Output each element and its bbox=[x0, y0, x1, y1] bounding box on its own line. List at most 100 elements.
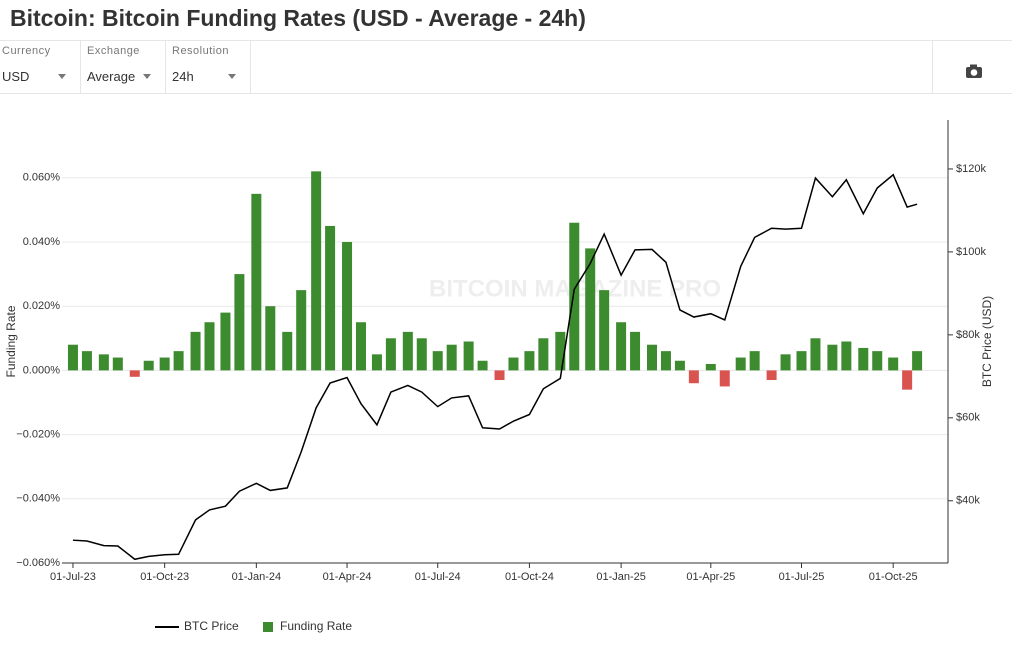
camera-icon bbox=[966, 64, 982, 78]
dropdown-value: 24h bbox=[172, 69, 194, 84]
funding-bar bbox=[296, 290, 307, 371]
funding-bar bbox=[494, 370, 505, 381]
dropdown-arrow bbox=[228, 74, 236, 83]
funding-bar bbox=[508, 357, 519, 371]
funding-bar bbox=[872, 351, 883, 371]
legend-label: BTC Price bbox=[184, 619, 239, 633]
funding-bar bbox=[265, 306, 276, 371]
x-tick-label: 01-Jul-23 bbox=[50, 571, 96, 583]
funding-bar bbox=[912, 351, 923, 371]
funding-bar bbox=[190, 331, 201, 371]
funding-bar bbox=[98, 354, 109, 371]
funding-bar bbox=[477, 360, 488, 371]
funding-bar bbox=[780, 354, 791, 371]
funding-bar bbox=[112, 357, 123, 371]
funding-bar bbox=[173, 351, 184, 371]
y-tick-label: 0.020% bbox=[23, 300, 61, 312]
dropdown[interactable]: Resolution 24h bbox=[165, 41, 251, 93]
funding-bar bbox=[660, 351, 671, 371]
funding-bar bbox=[342, 241, 353, 371]
y2-axis-title: BTC Price (USD) bbox=[980, 296, 994, 387]
dropdown-value: USD bbox=[2, 69, 30, 84]
funding-bar bbox=[159, 357, 170, 371]
funding-bar bbox=[538, 338, 549, 371]
funding-bar bbox=[129, 370, 140, 377]
x-tick-label: 01-Oct-23 bbox=[140, 571, 189, 583]
y2-tick-label: $40k bbox=[956, 495, 980, 507]
x-tick-label: 01-Oct-25 bbox=[869, 571, 918, 583]
y2-tick-label: $60k bbox=[956, 412, 980, 424]
funding-bar bbox=[385, 338, 396, 371]
funding-bar bbox=[569, 222, 580, 371]
y2-tick-label: $120k bbox=[956, 163, 986, 175]
funding-bar bbox=[311, 171, 322, 371]
y-tick-label: −0.020% bbox=[16, 429, 60, 441]
funding-bar bbox=[81, 351, 92, 371]
x-tick-label: 01-Apr-24 bbox=[323, 571, 372, 583]
funding-bar bbox=[432, 351, 443, 371]
x-tick-label: 01-Jan-25 bbox=[596, 571, 646, 583]
screenshot-button[interactable] bbox=[932, 41, 1013, 93]
funding-bar bbox=[555, 331, 566, 371]
x-tick-label: 01-Jul-24 bbox=[415, 571, 461, 583]
dropdown[interactable]: Currency USD bbox=[0, 41, 81, 93]
price-line bbox=[72, 173, 918, 561]
y-tick-label: −0.040% bbox=[16, 493, 60, 505]
funding-bar bbox=[810, 338, 821, 371]
legend-label: Funding Rate bbox=[280, 619, 352, 633]
funding-bar bbox=[371, 354, 382, 371]
x-tick-label: 01-Apr-25 bbox=[686, 571, 735, 583]
funding-bar bbox=[688, 370, 699, 384]
funding-bar bbox=[902, 370, 913, 390]
funding-bar bbox=[599, 290, 610, 371]
funding-bar bbox=[416, 338, 427, 371]
funding-bar bbox=[735, 357, 746, 371]
chart: BITCOIN MAGAZINE PRO−0.060%−0.040%−0.020… bbox=[4, 120, 994, 633]
funding-bar bbox=[463, 341, 474, 371]
funding-bar bbox=[616, 322, 627, 371]
dropdown-value: Average bbox=[87, 69, 136, 84]
funding-bar bbox=[647, 344, 658, 371]
y-axis-title: Funding Rate bbox=[4, 305, 18, 377]
funding-bar bbox=[220, 312, 231, 371]
funding-bar bbox=[67, 344, 78, 371]
funding-bar bbox=[325, 225, 336, 371]
funding-bar bbox=[796, 351, 807, 371]
dropdown[interactable]: Exchange Average bbox=[80, 41, 166, 93]
funding-bar bbox=[705, 363, 716, 371]
dropdown-arrow bbox=[143, 74, 151, 83]
y2-tick-label: $80k bbox=[956, 329, 980, 341]
funding-bar bbox=[204, 322, 215, 371]
y-tick-label: −0.060% bbox=[16, 557, 60, 569]
dropdown-label: Resolution bbox=[172, 45, 229, 57]
dropdown-arrow bbox=[58, 74, 66, 83]
funding-bar bbox=[674, 360, 685, 371]
funding-bar bbox=[234, 274, 245, 371]
page-title: Bitcoin: Bitcoin Funding Rates (USD - Av… bbox=[10, 5, 586, 31]
funding-bar bbox=[282, 331, 293, 371]
dropdown-label: Currency bbox=[2, 45, 51, 57]
funding-bar bbox=[251, 193, 262, 371]
funding-bar bbox=[858, 347, 869, 371]
y-tick-label: 0.040% bbox=[23, 236, 61, 248]
legend-swatch bbox=[263, 622, 273, 632]
funding-bar bbox=[719, 370, 730, 387]
funding-bar bbox=[402, 331, 413, 371]
y-tick-label: 0.060% bbox=[23, 172, 61, 184]
funding-bar bbox=[749, 351, 760, 371]
funding-bar bbox=[827, 344, 838, 371]
y2-tick-label: $100k bbox=[956, 246, 986, 258]
funding-bar bbox=[841, 341, 852, 371]
funding-bar bbox=[524, 351, 535, 371]
funding-bar bbox=[630, 331, 641, 371]
x-tick-label: 01-Jan-24 bbox=[232, 571, 282, 583]
funding-bar bbox=[355, 322, 366, 371]
y-tick-label: 0.000% bbox=[23, 364, 61, 376]
funding-bar bbox=[446, 344, 457, 371]
funding-bar bbox=[766, 370, 777, 381]
x-tick-label: 01-Jul-25 bbox=[779, 571, 825, 583]
funding-bar bbox=[143, 360, 154, 371]
x-tick-label: 01-Oct-24 bbox=[505, 571, 554, 583]
funding-bar bbox=[585, 248, 596, 371]
